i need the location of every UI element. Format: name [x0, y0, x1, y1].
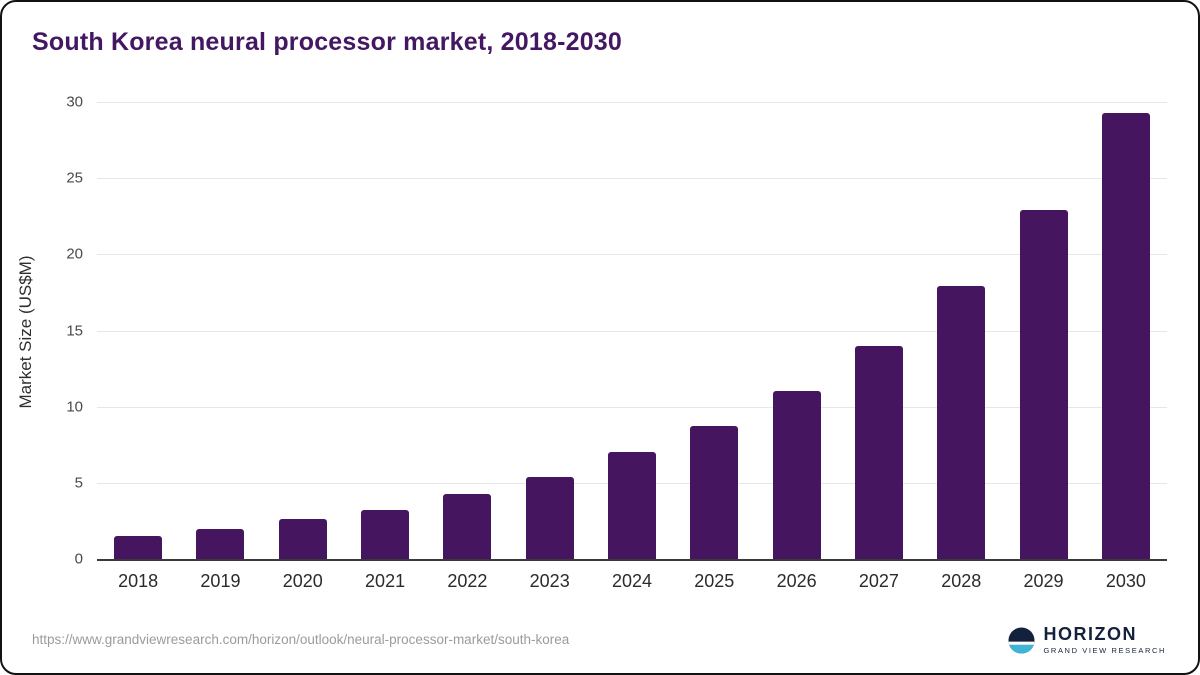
y-tick-label: 10 — [66, 398, 83, 416]
bar-2024 — [608, 452, 656, 559]
bar-2023 — [525, 476, 574, 559]
plot-wrap: 0 5 10 15 20 25 30 2018 2019 2020 2021 2022 2023 2024… — [66, 94, 1167, 591]
y-tick-label: 20 — [66, 245, 83, 263]
bar-2030 — [1101, 112, 1150, 559]
gridline — [97, 178, 1167, 180]
gridline — [97, 406, 1167, 408]
bar-2028 — [937, 286, 986, 559]
y-tick-label: 5 — [74, 474, 83, 492]
horizon-logo: HORIZON GRAND VIEW RESEARCH — [1007, 625, 1167, 655]
bar-2019 — [196, 528, 245, 559]
x-tick-label: 2028 — [941, 571, 982, 591]
bar-2021 — [361, 510, 410, 559]
bar-2020 — [278, 519, 327, 559]
logo-name: HORIZON — [1043, 624, 1137, 645]
chart-title: South Korea neural processor market, 201… — [32, 28, 623, 56]
bar-2029 — [1019, 210, 1068, 559]
y-axis-title: Market Size (US$M) — [16, 255, 35, 409]
x-tick-label: 2023 — [529, 571, 570, 591]
logo-subtext: GRAND VIEW RESEARCH — [1043, 646, 1166, 655]
gridline — [97, 330, 1167, 332]
gridline — [97, 102, 1167, 103]
bar-2018 — [114, 536, 163, 559]
x-tick-label: 2024 — [611, 571, 653, 591]
bar-2025 — [690, 426, 739, 559]
x-tick-label: 2029 — [1023, 571, 1064, 591]
horizon-logo-icon — [1007, 627, 1035, 654]
x-tick-label: 2025 — [694, 571, 735, 591]
x-tick-label: 2022 — [447, 571, 488, 591]
bar-2026 — [772, 391, 821, 559]
y-tick-label: 15 — [66, 322, 83, 339]
x-tick-label: 2021 — [365, 571, 406, 591]
y-tick-label: 25 — [66, 169, 83, 187]
bar-2027 — [854, 345, 903, 559]
x-tick-label: 2020 — [282, 571, 323, 591]
plot-area: 0 5 10 15 20 25 30 2018 2019 2020 2021 2022 2023 2024… — [66, 94, 1167, 591]
x-tick-label: 2027 — [858, 571, 899, 591]
gridline — [97, 254, 1167, 256]
bar-2022 — [443, 493, 492, 559]
logo-text: HORIZON GRAND VIEW RESEARCH — [1044, 625, 1167, 655]
y-tick-label: 0 — [74, 550, 83, 568]
x-tick-label: 2019 — [200, 571, 241, 591]
x-tick-label: 2018 — [118, 571, 159, 591]
source-url[interactable]: https://www.grandviewresearch.com/horizo… — [32, 632, 570, 647]
x-tick-label: 2030 — [1105, 571, 1146, 591]
y-tick-label: 30 — [66, 93, 83, 111]
x-tick-label: 2026 — [776, 571, 817, 591]
